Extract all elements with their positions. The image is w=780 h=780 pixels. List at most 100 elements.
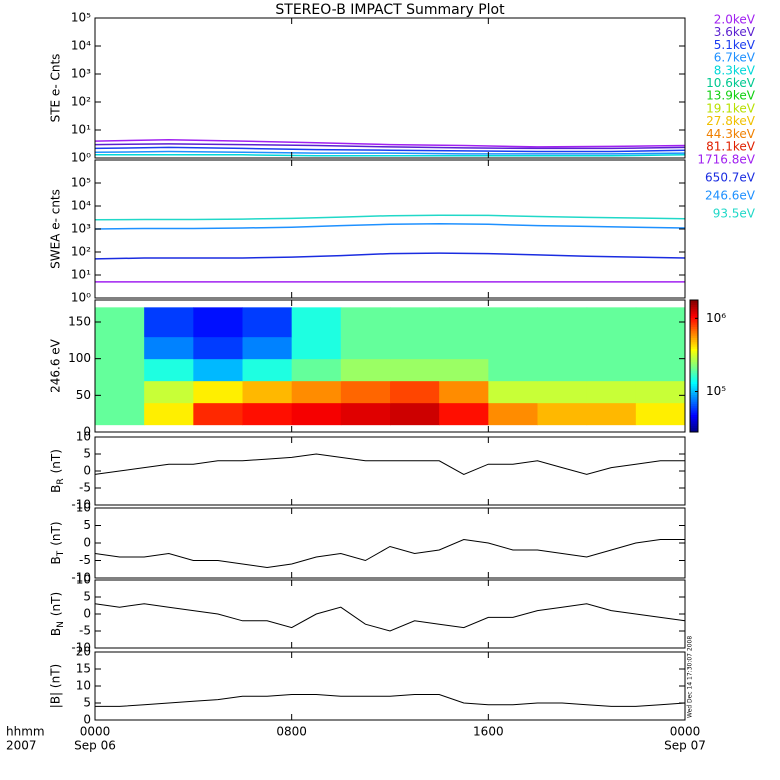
label-main: B: [49, 485, 63, 493]
heatmap-cell: [144, 307, 194, 338]
panel-frame: [94, 299, 686, 433]
timestamp: Wed Dec 14 17:30:07 2008: [687, 636, 694, 718]
colorbar-swatch: [690, 392, 698, 396]
colorbar-swatch: [690, 352, 698, 356]
label-main: B: [49, 556, 63, 564]
plot-title: STEREO-B IMPACT Summary Plot: [275, 2, 505, 18]
heatmap-cell: [340, 336, 391, 360]
heatmap-cell: [340, 402, 391, 426]
colorbar-swatch: [690, 423, 698, 426]
colorbar-swatch: [690, 405, 698, 409]
colorbar-swatch: [690, 300, 698, 303]
heatmap-cell: [635, 307, 686, 338]
colorbar-frame: [689, 299, 699, 433]
legend-entry: 93.5eV: [713, 207, 756, 221]
heatmap-cell: [95, 358, 145, 382]
heatmap-cell: [635, 402, 686, 426]
heatmap-cell: [390, 307, 440, 338]
colorbar-swatch: [690, 429, 698, 433]
y-tick-label: 15: [76, 662, 91, 676]
heatmap-cell: [586, 358, 637, 382]
data-line: [94, 146, 686, 153]
colorbar-swatch: [690, 308, 698, 312]
data-line: [94, 453, 685, 475]
data-line: [94, 538, 685, 569]
data-line: [94, 150, 686, 155]
colorbar-swatch: [690, 427, 698, 431]
colorbar-swatch: [690, 317, 698, 321]
colorbar-swatch: [690, 357, 698, 360]
heatmap-cell: [144, 402, 194, 426]
heatmap-cell: [144, 336, 194, 360]
colorbar-swatch: [690, 414, 698, 418]
date-label: Sep 07: [664, 739, 706, 753]
legend-entry: 81.1keV: [706, 140, 756, 154]
y-axis-label: BN (nT): [49, 592, 66, 636]
y-tick-label: 10⁴: [71, 39, 91, 53]
data-line: [94, 222, 686, 230]
colorbar-swatch: [690, 416, 698, 420]
colorbar-swatch: [690, 383, 698, 387]
colorbar-tick-label: 10⁶: [706, 311, 726, 325]
row-label: hhmm: [6, 725, 45, 739]
data-line: [94, 603, 686, 632]
colorbar-swatch: [690, 361, 698, 365]
y-tick-label: 20: [76, 645, 91, 659]
heatmap-cell: [390, 358, 440, 382]
y-tick-label: -5: [79, 481, 91, 495]
colorbar-swatch: [690, 396, 698, 400]
heatmap-cell: [95, 307, 145, 338]
heatmap-cell: [635, 380, 686, 404]
y-tick-label: 5: [83, 518, 91, 532]
heatmap-cell: [635, 358, 686, 382]
y-axis-label: 246.6 eV: [49, 338, 63, 393]
heatmap-cell: [537, 402, 588, 426]
colorbar-swatch: [690, 306, 698, 310]
colorbar-swatch: [690, 311, 698, 314]
heatmap-cell: [488, 358, 538, 382]
y-tick-label: 10: [76, 679, 91, 693]
colorbar-swatch: [690, 322, 698, 325]
heatmap-cell: [291, 358, 342, 382]
colorbar-swatch: [690, 328, 698, 332]
y-tick-label: 10¹: [71, 268, 91, 282]
y-tick-label: -10: [71, 641, 91, 655]
y-tick-label: 150: [68, 315, 91, 329]
heatmap-cell: [340, 380, 391, 404]
heatmap-cell: [144, 358, 194, 382]
colorbar-swatch: [690, 425, 698, 429]
y-tick-label: 10²: [71, 245, 91, 259]
y-tick-label: 10⁰: [71, 151, 91, 165]
colorbar-swatch: [690, 399, 698, 402]
colorbar-swatch: [690, 385, 698, 389]
data-line: [94, 143, 686, 150]
heatmap-cell: [242, 402, 293, 426]
y-tick-label: -10: [71, 571, 91, 585]
heatmap-cell: [439, 380, 489, 404]
y-tick-label: 10⁵: [71, 11, 91, 25]
heatmap-cell: [193, 307, 243, 338]
x-tick-label: 0000: [670, 725, 701, 739]
y-tick-label: -10: [71, 498, 91, 512]
colorbar-swatch: [690, 304, 698, 308]
heatmap-cell: [439, 402, 489, 426]
colorbar-swatch: [690, 341, 698, 345]
legend-entry: 1716.8eV: [697, 153, 755, 167]
colorbar-swatch: [690, 319, 698, 323]
heatmap-cell: [390, 380, 440, 404]
colorbar-swatch: [690, 339, 698, 343]
legend-entry: 246.6eV: [705, 189, 756, 203]
colorbar-swatch: [690, 407, 698, 411]
legend-entry: 650.7eV: [705, 171, 756, 185]
heatmap-cell: [390, 402, 440, 426]
heatmap-cell: [586, 336, 637, 360]
y-tick-label: 10³: [71, 222, 91, 236]
label-sub: T: [56, 550, 66, 557]
colorbar-swatch: [690, 394, 698, 398]
legend-entry: 5.1keV: [714, 38, 756, 52]
colorbar-swatch: [690, 333, 698, 336]
label-main: B: [49, 628, 63, 636]
heatmap-cell: [242, 336, 293, 360]
y-tick-label: 10³: [71, 67, 91, 81]
y-axis-label: BT (nT): [49, 521, 66, 564]
